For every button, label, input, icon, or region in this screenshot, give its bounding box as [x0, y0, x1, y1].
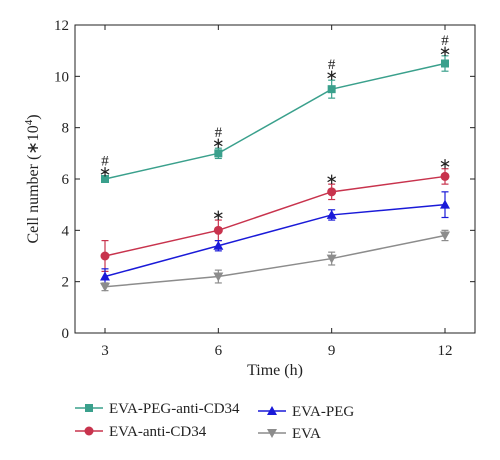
data-point: [213, 272, 224, 282]
data-point: [100, 271, 110, 281]
data-point: [214, 149, 223, 158]
series-layer: [100, 55, 450, 292]
series-line: [104, 175, 446, 257]
significance-mark: #: [101, 153, 109, 169]
y-tick-label: 0: [62, 326, 70, 342]
y-axis-title: Cell number (∗104): [23, 114, 42, 243]
legend-item: EVA-anti-CD34: [75, 424, 207, 440]
data-point: [326, 254, 337, 264]
annotation-layer: ∗#∗#∗#∗#∗∗∗: [99, 33, 452, 224]
data-point: [441, 59, 449, 68]
significance-mark: ∗: [99, 164, 112, 180]
y-tick-label: 10: [54, 69, 69, 85]
plot-frame: [74, 24, 476, 334]
legend-label: EVA-anti-CD34: [109, 424, 207, 440]
y-tick-label: 6: [62, 172, 70, 188]
significance-mark: #: [328, 57, 336, 73]
legend: EVA-PEG-anti-CD34 EVA-PEG EVA-anti-CD34 EVA: [75, 401, 354, 442]
series-eva-anti-cd34: [100, 168, 450, 272]
legend-item: EVA: [258, 426, 321, 442]
series-eva-peg: [100, 191, 450, 285]
series-line: [104, 62, 446, 180]
data-point: [326, 209, 337, 219]
significance-mark: ∗: [212, 208, 225, 224]
data-point: [440, 171, 450, 181]
significance-mark: ∗: [212, 136, 225, 152]
data-point: [327, 187, 337, 197]
significance-mark: ∗: [439, 157, 452, 173]
series-line: [104, 203, 446, 278]
x-tick-label: 6: [215, 343, 223, 359]
y-tick-label: 8: [62, 121, 70, 137]
y-tick-label: 12: [54, 18, 69, 34]
x-axis-title: Time (h): [247, 362, 303, 379]
legend-label: EVA-PEG: [292, 404, 354, 420]
data-point: [213, 240, 224, 250]
legend-marker: [267, 429, 277, 438]
data-point: [100, 251, 110, 261]
y-tick-label: 2: [62, 275, 70, 291]
legend-label: EVA-PEG-anti-CD34: [109, 401, 240, 417]
data-point: [440, 231, 450, 241]
legend-item: EVA-PEG-anti-CD34: [75, 401, 240, 417]
series-eva-peg-anti-cd34: [101, 55, 449, 183]
data-point: [100, 282, 110, 292]
y-tick-label: 4: [62, 223, 70, 239]
significance-mark: #: [215, 125, 223, 141]
legend-marker: [85, 404, 93, 412]
x-tick-label: 12: [438, 343, 453, 359]
legend-label: EVA: [292, 426, 321, 442]
data-point: [101, 175, 109, 183]
y-axis: 0 2 4 6 8 10 12: [54, 18, 475, 342]
plot-border: [74, 24, 476, 334]
significance-mark: ∗: [325, 172, 338, 188]
x-tick-label: 9: [328, 343, 336, 359]
x-axis: 3 6 9 12: [101, 25, 453, 359]
legend-marker: [267, 406, 277, 415]
legend-marker: [84, 426, 94, 436]
legend-item: EVA-PEG: [258, 404, 354, 420]
significance-mark: ∗: [439, 44, 452, 60]
x-tick-label: 3: [101, 343, 109, 359]
significance-mark: ∗: [325, 68, 338, 84]
data-point: [327, 85, 336, 94]
series-line: [104, 234, 446, 288]
significance-mark: #: [441, 33, 449, 49]
series-eva: [100, 229, 450, 292]
data-point: [440, 199, 450, 209]
data-point: [213, 225, 223, 235]
